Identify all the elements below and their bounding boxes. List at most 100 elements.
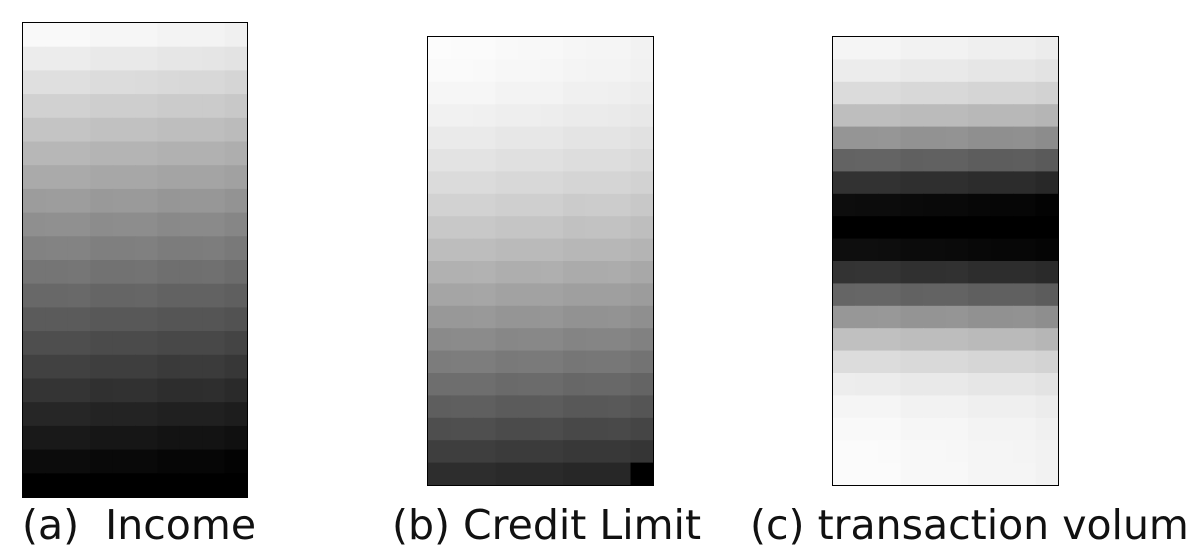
gradient-cell	[833, 238, 857, 262]
gradient-cell	[563, 417, 587, 441]
gradient-cell	[23, 188, 46, 214]
gradient-cell	[90, 165, 114, 190]
gradient-cell	[585, 283, 609, 307]
gradient-cell	[135, 46, 158, 71]
gradient-cell	[67, 449, 91, 474]
gradient-cell	[945, 305, 969, 329]
gradient-cell	[630, 462, 653, 485]
gradient-cell	[585, 59, 609, 83]
gradient-cell	[1013, 373, 1037, 396]
gradient-cell	[900, 149, 924, 172]
gradient-cell	[202, 283, 226, 308]
gradient-cell	[990, 305, 1014, 329]
gradient-cell	[563, 104, 587, 128]
gradient-cell	[450, 37, 474, 60]
gradient-cell	[202, 23, 226, 48]
gradient-cell	[630, 171, 653, 195]
gradient-cell	[495, 283, 519, 307]
gradient-cell	[833, 104, 857, 128]
gradient-cell	[563, 328, 587, 352]
gradient-cell	[202, 94, 226, 119]
gradient-cell	[608, 261, 632, 284]
gradient-cell	[833, 305, 857, 329]
gradient-cell	[428, 216, 452, 240]
gradient-cell	[563, 350, 587, 374]
gradient-cell	[23, 23, 46, 48]
gradient-cell	[1035, 462, 1058, 485]
gradient-cell	[45, 23, 69, 48]
gradient-cell	[1035, 283, 1058, 307]
gradient-cell	[855, 305, 879, 329]
gradient-cell	[473, 395, 497, 419]
income-gradient-panel	[22, 22, 248, 498]
gradient-cell	[900, 261, 924, 284]
gradient-cell	[518, 440, 542, 464]
gradient-cell	[878, 37, 902, 60]
gradient-cell	[540, 126, 564, 150]
gradient-cell	[608, 395, 632, 419]
gradient-cell	[563, 37, 587, 60]
gradient-cell	[23, 212, 46, 237]
gradient-cell	[630, 417, 653, 441]
gradient-cell	[90, 188, 114, 214]
gradient-cell	[990, 462, 1014, 485]
gradient-cell	[67, 188, 91, 214]
gradient-cell	[923, 373, 947, 396]
gradient-cell	[540, 104, 564, 128]
gradient-cell	[450, 440, 474, 464]
gradient-cell	[224, 331, 247, 356]
gradient-cell	[495, 126, 519, 150]
gradient-cell	[608, 305, 632, 329]
gradient-cell	[473, 462, 497, 485]
gradient-cell	[563, 440, 587, 464]
gradient-cell	[157, 117, 181, 143]
gradient-cell	[450, 350, 474, 374]
gradient-cell	[45, 473, 69, 497]
gradient-cell	[179, 378, 203, 403]
gradient-cell	[585, 216, 609, 240]
gradient-cell	[608, 126, 632, 150]
gradient-cell	[473, 216, 497, 240]
gradient-cell	[878, 261, 902, 284]
gradient-cell	[923, 350, 947, 374]
gradient-cell	[495, 417, 519, 441]
gradient-cell	[608, 81, 632, 105]
gradient-cell	[968, 417, 992, 441]
gradient-cell	[878, 81, 902, 105]
gradient-cell	[833, 59, 857, 83]
gradient-cell	[112, 70, 136, 95]
gradient-cell	[563, 81, 587, 105]
gradient-cell	[585, 462, 609, 485]
gradient-cell	[450, 59, 474, 83]
gradient-cell	[900, 283, 924, 307]
gradient-cell	[428, 462, 452, 485]
gradient-cell	[23, 425, 46, 451]
gradient-cell	[968, 350, 992, 374]
gradient-cell	[630, 59, 653, 83]
gradient-cell	[473, 283, 497, 307]
gradient-cell	[450, 216, 474, 240]
gradient-cell	[855, 37, 879, 60]
gradient-cell	[135, 473, 158, 497]
gradient-cell	[923, 104, 947, 128]
gradient-cell	[135, 402, 158, 427]
gradient-cell	[495, 350, 519, 374]
gradient-cell	[450, 417, 474, 441]
gradient-cell	[540, 440, 564, 464]
gradient-cell	[563, 216, 587, 240]
gradient-cell	[428, 37, 452, 60]
gradient-cell	[945, 238, 969, 262]
gradient-cell	[923, 126, 947, 150]
gradient-cell	[495, 171, 519, 195]
gradient-cell	[585, 193, 609, 217]
gradient-cell	[67, 402, 91, 427]
gradient-cell	[1035, 328, 1058, 352]
gradient-cell	[45, 212, 69, 237]
gradient-cell	[945, 126, 969, 150]
gradient-cell	[1013, 81, 1037, 105]
gradient-cell	[900, 373, 924, 396]
gradient-cell	[518, 171, 542, 195]
gradient-cell	[585, 126, 609, 150]
gradient-cell	[450, 305, 474, 329]
gradient-cell	[585, 328, 609, 352]
